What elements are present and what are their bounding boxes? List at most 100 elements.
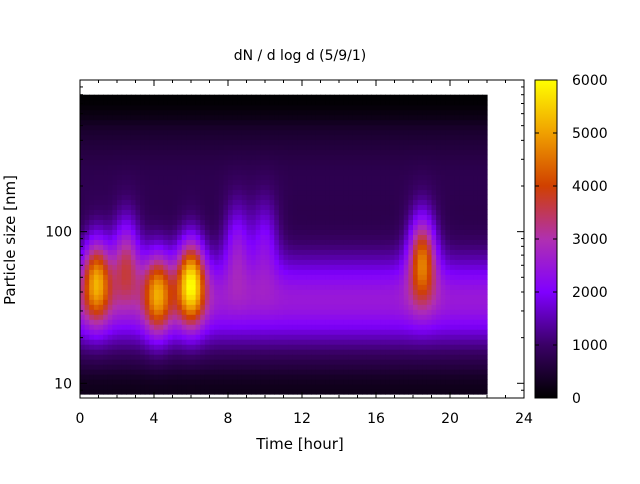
heatmap-cell xyxy=(321,334,326,340)
heatmap-cell xyxy=(191,150,196,156)
heatmap-cell xyxy=(455,264,460,270)
heatmap-cell xyxy=(302,389,307,395)
heatmap-cell xyxy=(418,180,423,186)
heatmap-cell xyxy=(159,279,164,285)
heatmap-cell xyxy=(136,204,141,210)
heatmap-cell xyxy=(353,339,358,345)
heatmap-cell xyxy=(191,264,196,270)
heatmap-cell xyxy=(122,309,127,315)
heatmap-cell xyxy=(159,135,164,141)
heatmap-cell xyxy=(408,324,413,330)
heatmap-cell xyxy=(395,219,400,225)
heatmap-cell xyxy=(344,264,349,270)
heatmap-cell xyxy=(413,105,418,111)
heatmap-cell xyxy=(108,194,113,200)
heatmap-cell xyxy=(385,364,390,370)
heatmap-cell xyxy=(353,349,358,355)
heatmap-cell xyxy=(311,289,316,295)
heatmap-cell xyxy=(459,254,464,260)
heatmap-cell xyxy=(256,369,261,375)
heatmap-cell xyxy=(140,204,145,210)
heatmap-cell xyxy=(182,135,187,141)
heatmap-cell xyxy=(432,209,437,215)
heatmap-cell xyxy=(307,279,312,285)
heatmap-cell xyxy=(186,170,191,176)
heatmap-cell xyxy=(159,175,164,181)
heatmap-cell xyxy=(362,364,367,370)
heatmap-cell xyxy=(265,254,270,260)
heatmap-cell xyxy=(418,204,423,210)
heatmap-cell xyxy=(334,135,339,141)
heatmap-cell xyxy=(284,214,289,220)
heatmap-cell xyxy=(367,155,372,161)
heatmap-cell xyxy=(219,354,224,360)
heatmap-cell xyxy=(413,229,418,235)
heatmap-cell xyxy=(260,160,265,166)
heatmap-cell xyxy=(219,359,224,365)
heatmap-cell xyxy=(390,204,395,210)
heatmap-cell xyxy=(381,254,386,260)
heatmap-cell xyxy=(459,364,464,370)
heatmap-cell xyxy=(367,234,372,240)
heatmap-cell xyxy=(200,384,205,390)
heatmap-cell xyxy=(214,234,219,240)
heatmap-cell xyxy=(103,339,108,345)
heatmap-cell xyxy=(247,184,252,190)
heatmap-cell xyxy=(455,294,460,300)
heatmap-cell xyxy=(321,224,326,230)
heatmap-cell xyxy=(200,234,205,240)
heatmap-cell xyxy=(316,199,321,205)
heatmap-cell xyxy=(288,100,293,106)
heatmap-cell xyxy=(450,249,455,255)
heatmap-cell xyxy=(284,334,289,340)
heatmap-cell xyxy=(455,194,460,200)
heatmap-cell xyxy=(427,229,432,235)
heatmap-cell xyxy=(233,239,238,245)
heatmap-cell xyxy=(99,249,104,255)
heatmap-cell xyxy=(358,175,363,181)
heatmap-cell xyxy=(367,274,372,280)
heatmap-cell xyxy=(89,259,94,265)
heatmap-cell xyxy=(80,204,85,210)
heatmap-cell xyxy=(112,364,117,370)
heatmap-cell xyxy=(321,254,326,260)
heatmap-cell xyxy=(302,294,307,300)
heatmap-cell xyxy=(316,150,321,156)
heatmap-cell xyxy=(399,209,404,215)
heatmap-cell xyxy=(219,339,224,345)
heatmap-cell xyxy=(260,165,265,171)
heatmap-cell xyxy=(99,284,104,290)
heatmap-cell xyxy=(265,244,270,250)
heatmap-cell xyxy=(353,379,358,385)
heatmap-cell xyxy=(413,379,418,385)
heatmap-cell xyxy=(293,194,298,200)
heatmap-cell xyxy=(145,194,150,200)
heatmap-cell xyxy=(163,269,168,275)
heatmap-cell xyxy=(233,294,238,300)
heatmap-cell xyxy=(385,309,390,315)
heatmap-cell xyxy=(459,199,464,205)
heatmap-cell xyxy=(94,150,99,156)
heatmap-cell xyxy=(385,130,390,136)
heatmap-cell xyxy=(149,175,154,181)
heatmap-cell xyxy=(399,175,404,181)
heatmap-cell xyxy=(288,329,293,335)
heatmap-cell xyxy=(177,384,182,390)
heatmap-cell xyxy=(103,389,108,395)
heatmap-cell xyxy=(233,194,238,200)
heatmap-cell xyxy=(89,155,94,161)
heatmap-cell xyxy=(459,334,464,340)
heatmap-cell xyxy=(316,145,321,151)
heatmap-cell xyxy=(191,389,196,395)
heatmap-cell xyxy=(117,369,122,375)
heatmap-cell xyxy=(85,244,90,250)
heatmap-cell xyxy=(223,249,228,255)
heatmap-cell xyxy=(89,314,94,320)
heatmap-cell xyxy=(233,304,238,310)
heatmap-cell xyxy=(325,259,330,265)
heatmap-cell xyxy=(450,194,455,200)
heatmap-cell xyxy=(108,120,113,126)
heatmap-cell xyxy=(140,289,145,295)
heatmap-cell xyxy=(418,359,423,365)
heatmap-cell xyxy=(302,329,307,335)
